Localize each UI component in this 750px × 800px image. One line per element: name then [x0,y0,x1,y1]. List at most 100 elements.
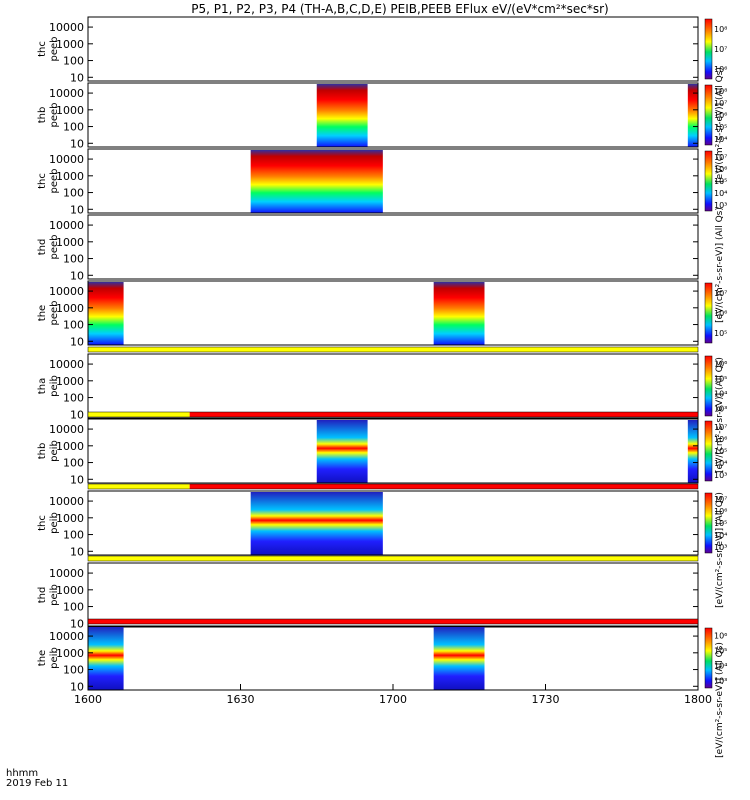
colorbar-unit-label: [eV/(cm²-s-sr-eV)] (All Qs) [715,357,725,473]
y-tick-label: 100 [63,319,84,332]
mode-bar-frame [87,483,699,490]
y-tick-label: 10 [70,617,84,630]
colorbar-tick-label: 10⁶ [714,632,727,641]
y-tick-label: 10000 [49,87,84,100]
panel-frame [87,280,699,346]
y-tick-label: 10 [70,473,84,486]
y-tick-label: 100 [63,55,84,68]
colorbar [704,627,713,689]
colorbar-tick-label: 10⁶ [714,309,727,318]
mode-bar-segment [88,484,190,489]
y-tick-label: 10 [70,269,84,282]
mode-bar-segment [189,412,698,417]
y-tick-label: 10 [70,335,84,348]
y-tick-label: 10000 [49,219,84,232]
panel-frame [87,562,699,628]
colorbar-tick-label: 10⁴ [714,662,727,671]
y-tick-label: 10000 [49,153,84,166]
x-tick-label: 1630 [227,693,255,706]
figure-title: P5, P1, P2, P3, P4 (TH-A,B,C,D,E) PEIB,P… [191,2,608,16]
x-tick-label: 1700 [379,693,407,706]
colorbar-tick-label: 10³ [714,543,727,552]
y-tick-label: 10 [70,71,84,84]
panel-instrument-label: peib [49,647,60,669]
panel-frame [87,148,699,214]
y-tick-label: 1000 [56,170,84,183]
colorbar-tick-label: 10⁶ [714,165,727,174]
colorbar-tick-label: 10⁶ [714,507,727,516]
colorbar [704,355,713,417]
colorbar [704,420,713,482]
colorbar-tick-label: 10⁶ [714,360,727,369]
y-tick-label: 100 [63,664,84,677]
panel-probe-label: thc [37,173,48,189]
colorbar [704,84,713,146]
panel-frame [87,353,699,419]
panel-probe-label: the [37,650,48,666]
spectrogram-data-block [433,282,485,345]
panel-frame [87,214,699,280]
y-tick-label: 10000 [49,495,84,508]
colorbar-tick-label: 10⁵ [714,519,727,528]
panel-frame [87,16,699,82]
mode-bar-frame [87,346,699,353]
spectrogram-data-block [250,492,383,555]
colorbar-unit-label: [eV/(cm²-s-sr-eV)] (All Qs) [715,67,725,183]
colorbar-tick-label: 10⁷ [714,495,727,504]
colorbar-tick-label: 10⁶ [714,65,727,74]
y-tick-label: 100 [63,121,84,134]
panel-probe-label: thd [37,239,48,256]
spectrogram-data-block [433,627,485,690]
colorbar [704,492,713,554]
colorbar-tick-label: 10⁵ [714,177,727,186]
colorbar-tick-label: 10⁷ [714,45,727,54]
panel-probe-label: thb [37,107,48,124]
colorbar-tick-label: 10⁵ [714,329,727,338]
y-tick-label: 10000 [49,285,84,298]
colorbar-tick-label: 10⁴ [714,189,727,198]
colorbar-tick-label: 10⁶ [714,435,727,444]
panel-frame [87,625,699,691]
spectrogram-data-block [250,150,383,213]
colorbar-tick-label: 10⁴ [714,531,727,540]
mode-bar-segment [88,412,190,417]
colorbar-tick-label: 10⁸ [714,87,727,96]
panel-instrument-label: peeb [49,169,60,194]
colorbar-tick-label: 10⁵ [714,447,727,456]
spectrogram-data-block [316,84,368,147]
panel-instrument-label: peeb [49,37,60,62]
x-axis-unit-label: hhmm [6,768,38,779]
mode-bar-frame [87,555,699,562]
panel-probe-label: thd [37,587,48,604]
mode-bar-frame [87,411,699,418]
y-tick-label: 10000 [49,567,84,580]
colorbar-tick-label: 10⁴ [714,135,727,144]
colorbar [704,282,713,344]
panel-frame [87,490,699,556]
colorbar-unit-label: [eV/(cm²-s-sr-eV)] (All Qs) [715,642,725,758]
y-tick-label: 1000 [56,440,84,453]
x-tick-label: 1800 [684,693,712,706]
mode-bar-segment [189,484,698,489]
colorbar-tick-label: 10⁵ [714,375,727,384]
x-tick-label: 1600 [74,693,102,706]
panel-probe-label: the [37,305,48,321]
colorbar-tick-label: 10⁴ [714,390,727,399]
y-tick-label: 10 [70,137,84,150]
y-tick-label: 10000 [49,630,84,643]
spectrogram-data-block [88,282,124,345]
mode-bar-segment [88,556,698,561]
colorbar [704,150,713,212]
panel-probe-label: thc [37,515,48,531]
y-tick-label: 10 [70,545,84,558]
colorbar-tick-label: 10³ [714,677,727,686]
panel-instrument-label: peib [49,584,60,606]
colorbar-unit-label: [eV/(cm²-s-sr-eV)] (All Qs) [715,492,725,608]
mode-bar-segment [88,347,698,352]
